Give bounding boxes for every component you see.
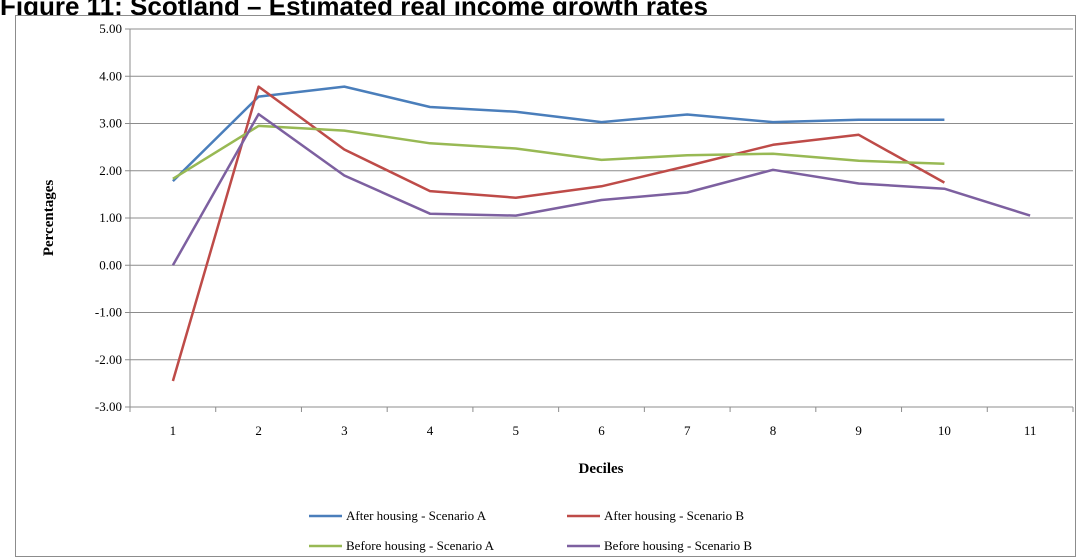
- x-tick-label: 11: [1024, 423, 1037, 438]
- x-tick-label: 1: [170, 423, 177, 438]
- x-tick-label: 8: [770, 423, 777, 438]
- x-tick-label: 2: [255, 423, 262, 438]
- y-tick-label: 1.00: [99, 210, 122, 225]
- series-lines: [171, 85, 1031, 382]
- y-axis-label: Percentages: [41, 180, 57, 257]
- series-line-2: [171, 85, 946, 382]
- x-tick-label: 3: [341, 423, 348, 438]
- gridlines: [125, 28, 1073, 408]
- y-tick-label: -3.00: [95, 399, 122, 414]
- y-tick-label: -1.00: [95, 305, 122, 320]
- x-tick-label: 4: [427, 423, 434, 438]
- legend: After housing - Scenario A After housing …: [309, 508, 752, 553]
- x-axis-label: Deciles: [579, 461, 624, 477]
- legend-label-4: Before housing - Scenario B: [604, 538, 752, 553]
- series-line-4: [171, 112, 1031, 266]
- series-line-1: [172, 85, 945, 182]
- series-line-3: [172, 124, 945, 180]
- y-tick-label: -2.00: [95, 352, 122, 367]
- x-tick-label: 10: [938, 423, 951, 438]
- y-tick-label: 4.00: [99, 68, 122, 83]
- axes: [129, 29, 1074, 412]
- y-tick-label: 0.00: [99, 257, 122, 272]
- legend-label-3: Before housing - Scenario A: [346, 538, 495, 553]
- y-tick-label: 2.00: [99, 163, 122, 178]
- x-tick-label: 6: [598, 423, 605, 438]
- x-tick-label: 5: [513, 423, 520, 438]
- y-tick-labels: 5.00 4.00 3.00 2.00 1.00 0.00 -1.00 -2.00 -3.00: [95, 21, 122, 414]
- y-tick-label: 5.00: [99, 21, 122, 36]
- chart-frame: [15, 15, 1076, 557]
- legend-label-2: After housing - Scenario B: [604, 508, 744, 523]
- legend-label-1: After housing - Scenario A: [346, 508, 487, 523]
- x-tick-label: 7: [684, 423, 691, 438]
- y-tick-label: 3.00: [99, 116, 122, 131]
- x-tick-label: 9: [855, 423, 862, 438]
- x-tick-labels: 1 2 3 4 5 6 7 8 9 10 11: [170, 423, 1037, 438]
